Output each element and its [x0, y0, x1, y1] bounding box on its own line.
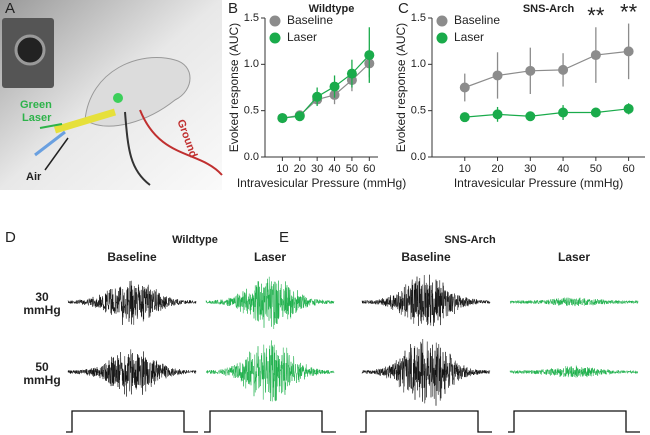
x-tick-label: 50: [346, 163, 358, 175]
series-line: [464, 50, 629, 89]
trace: [205, 340, 335, 402]
data-point: [364, 50, 375, 61]
x-tick-label: 30: [524, 163, 536, 175]
legend-label: Laser: [287, 30, 317, 44]
legend-label: Baseline: [454, 13, 500, 27]
trace: [67, 280, 197, 325]
x-tick-label: 10: [459, 163, 471, 175]
data-point: [590, 50, 601, 61]
annotation: **: [620, 0, 638, 24]
trace: [361, 274, 491, 327]
legend-marker: [436, 15, 448, 27]
ground-wire: [139, 109, 223, 176]
trace: [509, 297, 639, 307]
legend-label: Baseline: [287, 13, 333, 27]
column-label: Baseline: [107, 250, 157, 264]
illustration-label: Green: [20, 99, 52, 111]
y-tick-label: 0.0: [244, 151, 259, 163]
data-point: [312, 91, 323, 102]
y-tick-label: 0.0: [411, 151, 426, 163]
data-point: [558, 107, 569, 118]
chart-title: Wildtype: [309, 3, 355, 15]
data-point: [558, 64, 569, 75]
mouse-body: [84, 57, 191, 127]
air-arrow: [44, 137, 69, 171]
data-point: [459, 82, 470, 93]
y-tick-label: 1.0: [411, 58, 426, 70]
row-label: mmHg: [23, 303, 60, 317]
stimulus-step: [66, 410, 198, 433]
data-point: [459, 112, 470, 123]
trace-title: Wildtype: [172, 234, 218, 246]
column-label: Laser: [558, 250, 590, 264]
laser-spot: [113, 93, 123, 103]
legend-marker: [269, 32, 281, 44]
trace: [361, 338, 491, 406]
knob: [14, 34, 46, 66]
panel-label: B: [228, 0, 238, 17]
panel-label: E: [279, 229, 289, 246]
data-point: [492, 70, 503, 81]
panel-label: A: [5, 0, 15, 17]
stimulus-step: [204, 410, 336, 433]
trace-title: SNS-Arch: [444, 234, 496, 246]
data-point: [329, 81, 340, 92]
legend-marker: [269, 15, 281, 27]
x-tick-label: 50: [590, 163, 602, 175]
bladder-catheter: [53, 108, 117, 134]
recording-wire: [124, 111, 151, 186]
x-tick-label: 20: [294, 163, 306, 175]
stimulus-step: [508, 410, 640, 433]
data-point: [294, 111, 305, 122]
x-tick-label: 30: [311, 163, 323, 175]
x-tick-label: 40: [557, 163, 569, 175]
illustration: A Green Laser Air Ground: [0, 0, 223, 190]
data-point: [525, 65, 536, 76]
x-tick-label: 10: [276, 163, 288, 175]
x-tick-label: 60: [622, 163, 634, 175]
trace: [509, 365, 639, 378]
annotation: **: [587, 3, 605, 28]
illustration-label: Laser: [22, 112, 52, 124]
y-tick-label: 1.5: [244, 12, 259, 24]
column-label: Laser: [254, 250, 286, 264]
legend-marker: [436, 32, 448, 44]
x-tick-label: 20: [491, 163, 503, 175]
panel-label: D: [5, 229, 16, 246]
panel-label: C: [398, 0, 409, 17]
x-tick-label: 40: [328, 163, 340, 175]
y-tick-label: 0.5: [411, 105, 426, 117]
y-tick-label: 0.5: [244, 105, 259, 117]
laser-arrow: [39, 123, 63, 129]
column-label: Baseline: [401, 250, 451, 264]
series-line: [464, 108, 629, 118]
row-label: 50: [35, 360, 49, 374]
y-axis-label: Evoked response (AUC): [394, 23, 408, 152]
y-axis-label: Evoked response (AUC): [227, 23, 241, 152]
data-point: [277, 113, 288, 124]
x-axis-label: Intravesicular Pressure (mmHg): [237, 176, 406, 190]
trace: [67, 349, 197, 397]
series-line: [282, 54, 370, 119]
air-tube: [34, 130, 66, 157]
data-point: [623, 103, 634, 114]
y-tick-label: 1.0: [244, 58, 259, 70]
chart-title: SNS-Arch: [523, 3, 575, 15]
illustration-label: Air: [26, 171, 42, 183]
data-point: [492, 109, 503, 120]
data-point: [346, 68, 357, 79]
stimulus-step: [360, 410, 492, 433]
x-tick-label: 60: [363, 163, 375, 175]
x-axis-label: Intravesicular Pressure (mmHg): [454, 176, 623, 190]
data-point: [623, 46, 634, 57]
row-label: mmHg: [23, 373, 60, 387]
trace: [205, 276, 335, 329]
y-tick-label: 1.5: [411, 12, 426, 24]
data-point: [590, 107, 601, 118]
data-point: [525, 111, 536, 122]
legend-label: Laser: [454, 30, 484, 44]
row-label: 30: [35, 290, 49, 304]
